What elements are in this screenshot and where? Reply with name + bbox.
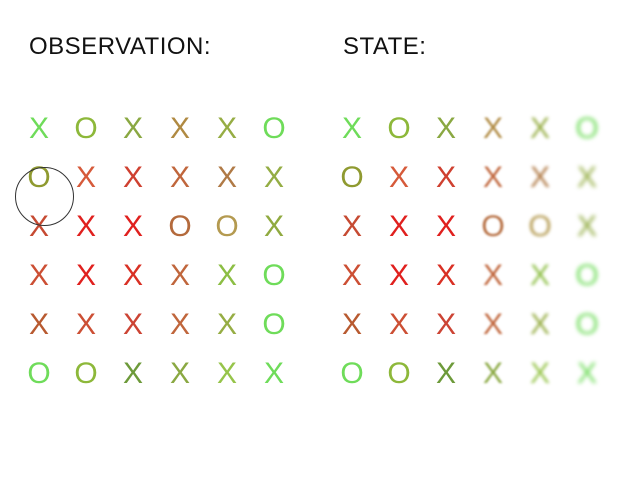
observation-title: OBSERVATION:	[29, 33, 212, 60]
state-title: STATE:	[343, 33, 427, 60]
observation-cell-r4-c4[interactable]: X	[216, 308, 237, 341]
observation-cell-r2-c1[interactable]: X	[75, 210, 96, 243]
state-cell-r3-c0[interactable]: X	[341, 259, 362, 292]
state-cell-r0-c3[interactable]: X	[482, 112, 503, 145]
state-cell-r1-c4[interactable]: X	[529, 161, 550, 194]
observation-cell-r4-c2[interactable]: X	[122, 308, 143, 341]
observation-cell-r4-c0[interactable]: X	[28, 308, 49, 341]
state-cell-r3-c1[interactable]: X	[388, 259, 409, 292]
observation-cell-r3-c5[interactable]: O	[262, 259, 286, 292]
observation-cell-r3-c2[interactable]: X	[122, 259, 143, 292]
state-cell-r2-c4[interactable]: O	[528, 210, 552, 243]
state-cell-r0-c4[interactable]: X	[529, 112, 550, 145]
observation-cell-r5-c4[interactable]: X	[216, 357, 237, 390]
state-cell-r5-c1[interactable]: O	[387, 357, 411, 390]
observation-cell-r5-c0[interactable]: O	[27, 357, 51, 390]
observation-cell-r0-c1[interactable]: O	[74, 112, 98, 145]
observation-cell-r5-c5[interactable]: X	[263, 357, 284, 390]
state-cell-r3-c5[interactable]: O	[575, 259, 599, 292]
observation-cell-r0-c3[interactable]: X	[169, 112, 190, 145]
state-cell-r4-c2[interactable]: X	[435, 308, 456, 341]
state-cell-r2-c5[interactable]: X	[576, 210, 597, 243]
state-cell-r5-c2[interactable]: X	[435, 357, 456, 390]
state-cell-r3-c3[interactable]: X	[482, 259, 503, 292]
observation-cell-r3-c1[interactable]: X	[75, 259, 96, 292]
observation-cell-r3-c0[interactable]: X	[28, 259, 49, 292]
observation-cell-r1-c3[interactable]: X	[169, 161, 190, 194]
observation-cell-r1-c2[interactable]: X	[122, 161, 143, 194]
observation-cell-r1-c5[interactable]: X	[263, 161, 284, 194]
state-cell-r2-c0[interactable]: X	[341, 210, 362, 243]
state-cell-r4-c4[interactable]: X	[529, 308, 550, 341]
state-cell-r4-c5[interactable]: O	[575, 308, 599, 341]
state-cell-r3-c4[interactable]: X	[529, 259, 550, 292]
state-cell-r4-c1[interactable]: X	[388, 308, 409, 341]
state-cell-r1-c2[interactable]: X	[435, 161, 456, 194]
state-cell-r0-c2[interactable]: X	[435, 112, 456, 145]
observation-cell-r2-c2[interactable]: X	[122, 210, 143, 243]
state-cell-r5-c0[interactable]: O	[340, 357, 364, 390]
observation-cell-r0-c4[interactable]: X	[216, 112, 237, 145]
state-cell-r1-c3[interactable]: X	[482, 161, 503, 194]
observation-cell-r0-c0[interactable]: X	[28, 112, 49, 145]
state-cell-r5-c5[interactable]: X	[576, 357, 597, 390]
observation-cell-r1-c0[interactable]: O	[27, 161, 51, 194]
observation-cell-r2-c0[interactable]: X	[28, 210, 49, 243]
state-cell-r4-c3[interactable]: X	[482, 308, 503, 341]
observation-cell-r5-c2[interactable]: X	[122, 357, 143, 390]
state-cell-r1-c0[interactable]: O	[340, 161, 364, 194]
observation-cell-r0-c2[interactable]: X	[122, 112, 143, 145]
state-cell-r0-c5[interactable]: O	[575, 112, 599, 145]
observation-cell-r5-c1[interactable]: O	[74, 357, 98, 390]
state-cell-r5-c4[interactable]: X	[529, 357, 550, 390]
state-cell-r1-c5[interactable]: X	[576, 161, 597, 194]
observation-cell-r5-c3[interactable]: X	[169, 357, 190, 390]
state-cell-r4-c0[interactable]: X	[341, 308, 362, 341]
observation-cell-r3-c4[interactable]: X	[216, 259, 237, 292]
state-cell-r2-c3[interactable]: O	[481, 210, 505, 243]
state-cell-r2-c1[interactable]: X	[388, 210, 409, 243]
state-cell-r0-c1[interactable]: O	[387, 112, 411, 145]
observation-cell-r3-c3[interactable]: X	[169, 259, 190, 292]
state-cell-r0-c0[interactable]: X	[341, 112, 362, 145]
observation-cell-r1-c1[interactable]: X	[75, 161, 96, 194]
state-cell-r2-c2[interactable]: X	[435, 210, 456, 243]
state-cell-r5-c3[interactable]: X	[482, 357, 503, 390]
state-cell-r3-c2[interactable]: X	[435, 259, 456, 292]
observation-cell-r4-c5[interactable]: O	[262, 308, 286, 341]
observation-cell-r2-c3[interactable]: O	[168, 210, 192, 243]
observation-cell-r1-c4[interactable]: X	[216, 161, 237, 194]
observation-cell-r4-c1[interactable]: X	[75, 308, 96, 341]
observation-cell-r2-c4[interactable]: O	[215, 210, 239, 243]
observation-cell-r0-c5[interactable]: O	[262, 112, 286, 145]
observation-cell-r4-c3[interactable]: X	[169, 308, 190, 341]
state-cell-r1-c1[interactable]: X	[388, 161, 409, 194]
observation-cell-r2-c5[interactable]: X	[263, 210, 284, 243]
